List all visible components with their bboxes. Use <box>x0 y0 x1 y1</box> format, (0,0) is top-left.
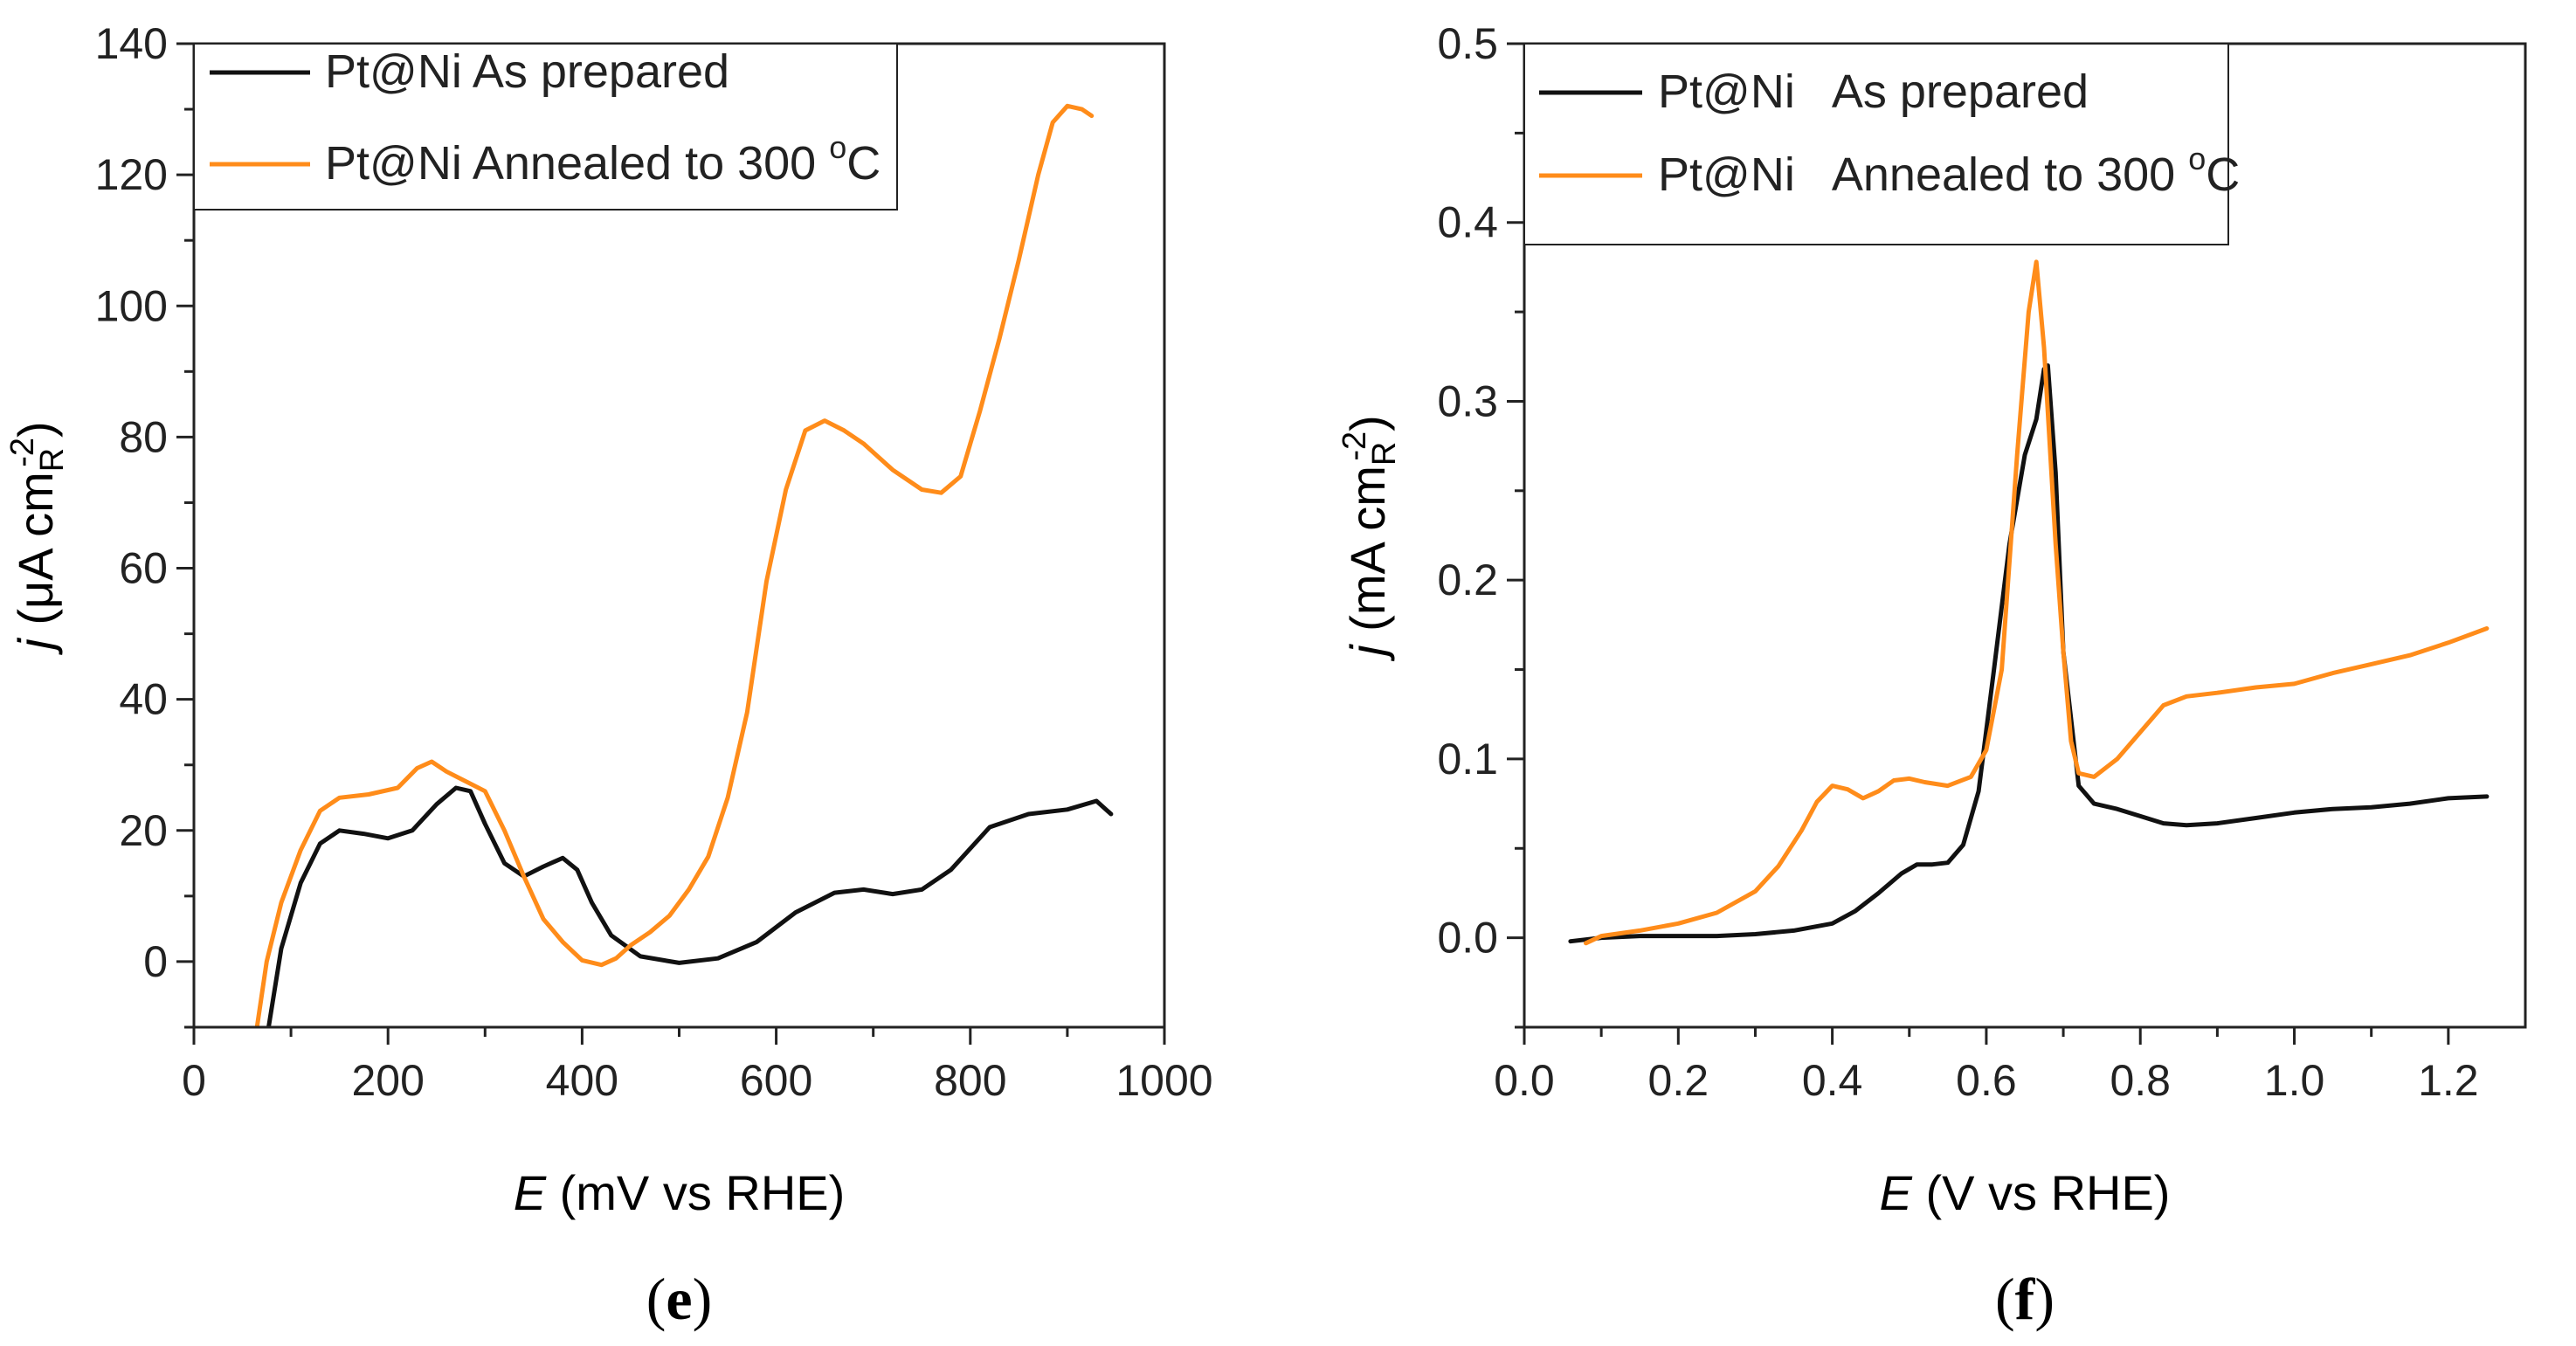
panel-f-x-tick-label: 0.2 <box>1648 1056 1709 1105</box>
panel-f-series-as-prepared <box>1568 363 2490 944</box>
panel-f-x-tick-label: 1.2 <box>2418 1056 2479 1105</box>
panel-f-x-tick-label: 0.4 <box>1802 1056 1863 1105</box>
panel-e-y-tick-label: 60 <box>119 544 168 593</box>
panel-e-legend-label-as-prepared: Pt@Ni As prepared <box>325 45 729 98</box>
panel-e-y-tick-label: 140 <box>95 19 168 68</box>
panel-e-legend-box <box>193 43 898 211</box>
panel-e-x-tick-label: 1000 <box>1115 1056 1212 1105</box>
panel-f-y-tick-label: 0.3 <box>1437 376 1498 425</box>
panel-f-series-annealed <box>1584 259 2490 946</box>
panel-e-axes: 0 200 400 600 800 1000 0 20 40 60 80 100 120 140 <box>95 19 1213 1105</box>
panel-f-x-axis-label: E (V vs RHE) <box>1880 1165 2171 1220</box>
panel-e-x-tick-label: 800 <box>934 1056 1006 1105</box>
panel-f-y-tick-label: 0.1 <box>1437 735 1498 783</box>
panel-e-legend: Pt@Ni As prepared Pt@Ni Annealed to 300 o… <box>193 43 898 211</box>
panel-f-y-tick-label: 0.2 <box>1437 556 1498 604</box>
panel-e-chart: 0 200 400 600 800 1000 0 20 40 60 80 100 120 140 Pt@N… <box>4 19 1213 1332</box>
panel-f-x-tick-label: 1.0 <box>2264 1056 2325 1105</box>
panel-e-y-tick-label: 20 <box>119 806 168 855</box>
panel-e-y-axis-label: j (μA cmR-2) <box>4 421 71 655</box>
panel-e-x-tick-label: 0 <box>182 1056 206 1105</box>
panel-f-legend-label-as-prepared: Pt@Ni As prepared <box>1658 66 2089 118</box>
panel-e-x-axis-label: E (mV vs RHE) <box>514 1165 846 1220</box>
panel-e-y-tick-label: 40 <box>119 675 168 724</box>
panel-f-y-tick-label: 0.4 <box>1437 198 1498 247</box>
panel-e-y-tick-label: 120 <box>95 150 168 199</box>
panel-f-label: (f) <box>1995 1266 2055 1332</box>
panel-e-y-tick-label: 0 <box>143 937 168 986</box>
panel-e-label: (e) <box>646 1266 713 1332</box>
panel-e-y-tick-label: 100 <box>95 281 168 330</box>
panel-f-y-tick-label: 0.5 <box>1437 19 1498 68</box>
panel-f-legend-box <box>1523 43 2229 245</box>
panel-f-x-tick-label: 0.8 <box>2110 1056 2171 1105</box>
panel-f-axes: 0.0 0.2 0.4 0.6 0.8 1.0 1.2 0.0 0.1 0.2 0.3 0.4 0.5 <box>1437 19 2527 1105</box>
panel-e-x-tick-label: 600 <box>740 1056 812 1105</box>
panel-e-series-as-prepared <box>266 785 1114 1027</box>
panel-e-series <box>254 103 1114 1027</box>
panel-f-legend-label-annealed: Pt@Ni Annealed to 300 oC <box>1658 141 2240 201</box>
panel-f-y-axis-label: j (mA cmR-2) <box>1336 415 1403 662</box>
panel-e-x-tick-label: 200 <box>351 1056 424 1105</box>
panel-f-legend: Pt@Ni As prepared Pt@Ni Annealed to 300 o… <box>1523 43 2240 245</box>
panel-e-y-tick-label: 80 <box>119 412 168 461</box>
panel-f-x-tick-label: 0.0 <box>1494 1056 1555 1105</box>
panel-e-x-tick-label: 400 <box>546 1056 618 1105</box>
panel-f-x-tick-label: 0.6 <box>1956 1056 2017 1105</box>
panel-e-legend-label-annealed: Pt@Ni Annealed to 300 oC <box>325 129 881 190</box>
panel-f-series <box>1568 259 2490 946</box>
panel-f-chart: 0.0 0.2 0.4 0.6 0.8 1.0 1.20.00.10.20.30.40.5 … <box>1336 19 2527 1332</box>
panel-e-series-annealed <box>254 103 1095 1027</box>
panel-f-y-tick-label: 0.0 <box>1437 914 1498 963</box>
